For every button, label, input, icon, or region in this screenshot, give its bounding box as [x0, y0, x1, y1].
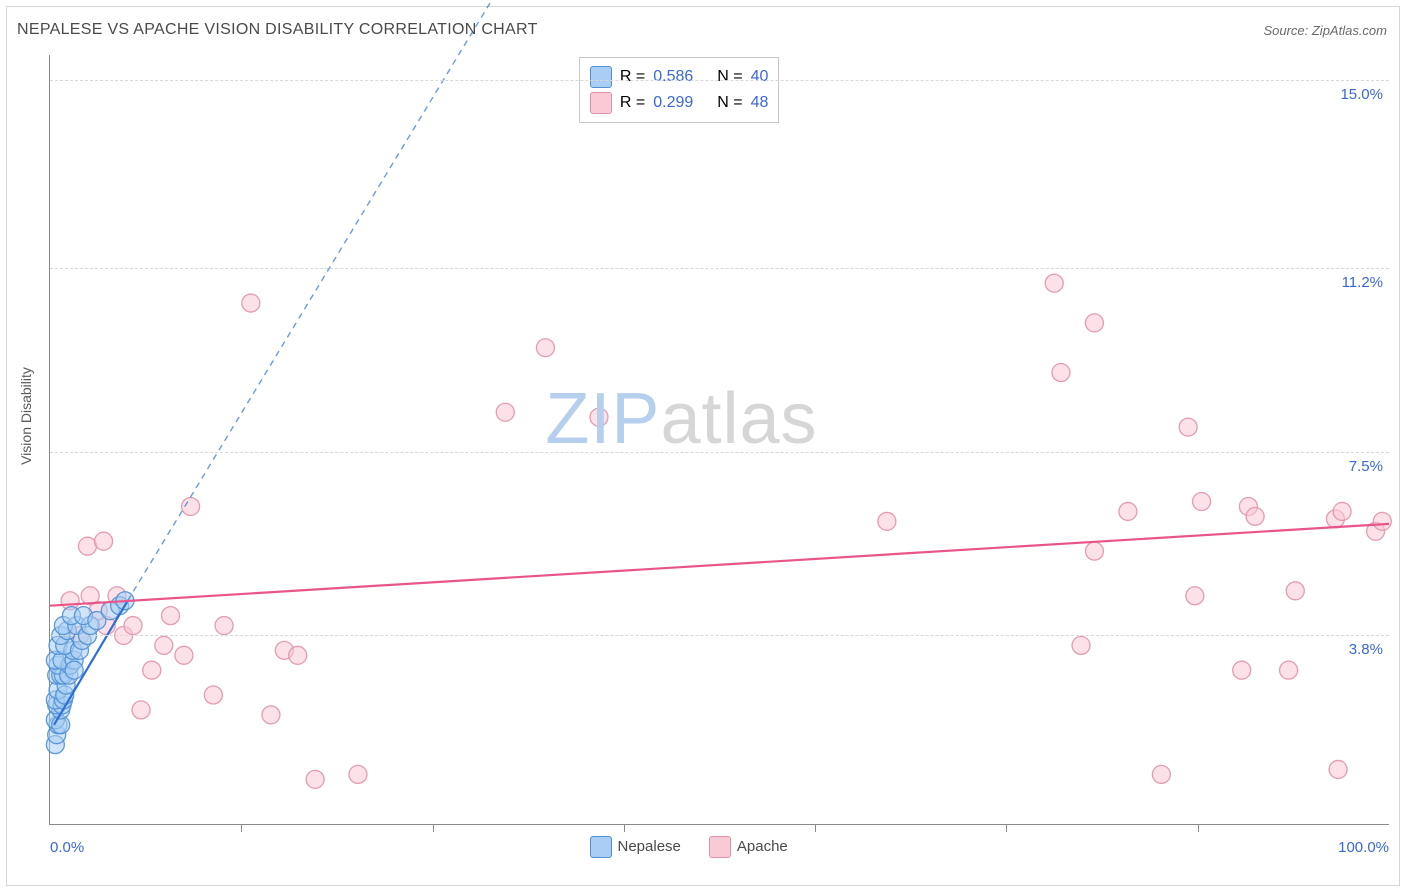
- stats-row-series1: R = 0.586 N = 40: [590, 64, 769, 90]
- scatter-point-series2: [215, 617, 233, 635]
- legend-item-series2: Apache: [709, 836, 788, 858]
- legend-swatch-series1: [590, 836, 612, 858]
- r-label: R =: [620, 68, 645, 86]
- scatter-point-series2: [143, 661, 161, 679]
- scatter-point-series1: [65, 661, 83, 679]
- y-axis-label-wrap: Vision Disability: [17, 7, 35, 825]
- scatter-point-series2: [349, 765, 367, 783]
- scatter-point-series2: [878, 512, 896, 530]
- scatter-point-series2: [242, 294, 260, 312]
- swatch-series2: [590, 92, 612, 114]
- bottom-legend: Nepalese Apache: [590, 836, 788, 858]
- scatter-point-series2: [132, 701, 150, 719]
- scatter-point-series2: [1186, 587, 1204, 605]
- scatter-point-series2: [1280, 661, 1298, 679]
- x-tick-label: 100.0%: [1338, 839, 1389, 856]
- scatter-point-series2: [1119, 502, 1137, 520]
- n-label: N =: [717, 68, 742, 86]
- plot-area: ZIPatlas R = 0.586 N = 40 R = 0.299 N = …: [49, 55, 1389, 825]
- scatter-point-series2: [95, 532, 113, 550]
- x-tick: [624, 824, 625, 832]
- n-value-series2: 48: [751, 94, 769, 112]
- stats-legend: R = 0.586 N = 40 R = 0.299 N = 48: [579, 57, 780, 123]
- y-tick-label: 11.2%: [1342, 274, 1383, 291]
- scatter-point-series2: [590, 408, 608, 426]
- r-value-series2: 0.299: [653, 94, 693, 112]
- y-axis-label: Vision Disability: [18, 367, 34, 465]
- scatter-point-series2: [182, 497, 200, 515]
- scatter-point-series2: [1333, 502, 1351, 520]
- legend-swatch-series2: [709, 836, 731, 858]
- scatter-point-series2: [1193, 493, 1211, 511]
- scatter-point-series2: [78, 537, 96, 555]
- x-tick-label: 0.0%: [50, 839, 84, 856]
- x-tick: [1006, 824, 1007, 832]
- n-label: N =: [717, 94, 742, 112]
- scatter-point-series2: [155, 636, 173, 654]
- scatter-point-series2: [1052, 364, 1070, 382]
- legend-item-series1: Nepalese: [590, 836, 681, 858]
- scatter-point-series2: [306, 770, 324, 788]
- x-tick: [241, 824, 242, 832]
- gridline: [50, 452, 1389, 453]
- scatter-point-series2: [1072, 636, 1090, 654]
- scatter-point-series2: [1286, 582, 1304, 600]
- scatter-point-series2: [204, 686, 222, 704]
- scatter-point-series2: [1373, 512, 1391, 530]
- scatter-point-series2: [175, 646, 193, 664]
- scatter-point-series2: [262, 706, 280, 724]
- chart-container: NEPALESE VS APACHE VISION DISABILITY COR…: [6, 6, 1400, 886]
- scatter-point-series2: [1152, 765, 1170, 783]
- scatter-point-series2: [496, 403, 514, 421]
- swatch-series1: [590, 66, 612, 88]
- scatter-point-series2: [1179, 418, 1197, 436]
- x-tick: [1198, 824, 1199, 832]
- scatter-point-series2: [289, 646, 307, 664]
- scatter-point-series2: [1233, 661, 1251, 679]
- stats-row-series2: R = 0.299 N = 48: [590, 90, 769, 116]
- x-tick: [433, 824, 434, 832]
- y-tick-label: 15.0%: [1340, 86, 1383, 103]
- r-label: R =: [620, 94, 645, 112]
- r-value-series1: 0.586: [653, 68, 693, 86]
- gridline: [50, 635, 1389, 636]
- scatter-point-series2: [124, 617, 142, 635]
- x-tick: [815, 824, 816, 832]
- y-tick-label: 7.5%: [1349, 458, 1383, 475]
- plot-svg: [50, 55, 1389, 824]
- gridline: [50, 80, 1389, 81]
- scatter-point-series2: [1085, 542, 1103, 560]
- scatter-point-series2: [162, 607, 180, 625]
- scatter-point-series2: [1085, 314, 1103, 332]
- n-value-series1: 40: [751, 68, 769, 86]
- scatter-point-series2: [1329, 760, 1347, 778]
- y-tick-label: 3.8%: [1349, 641, 1383, 658]
- scatter-point-series2: [1045, 274, 1063, 292]
- scatter-point-series2: [536, 339, 554, 357]
- scatter-point-series2: [1246, 507, 1264, 525]
- source-text: Source: ZipAtlas.com: [1263, 23, 1387, 38]
- gridline: [50, 268, 1389, 269]
- chart-title: NEPALESE VS APACHE VISION DISABILITY COR…: [17, 21, 538, 39]
